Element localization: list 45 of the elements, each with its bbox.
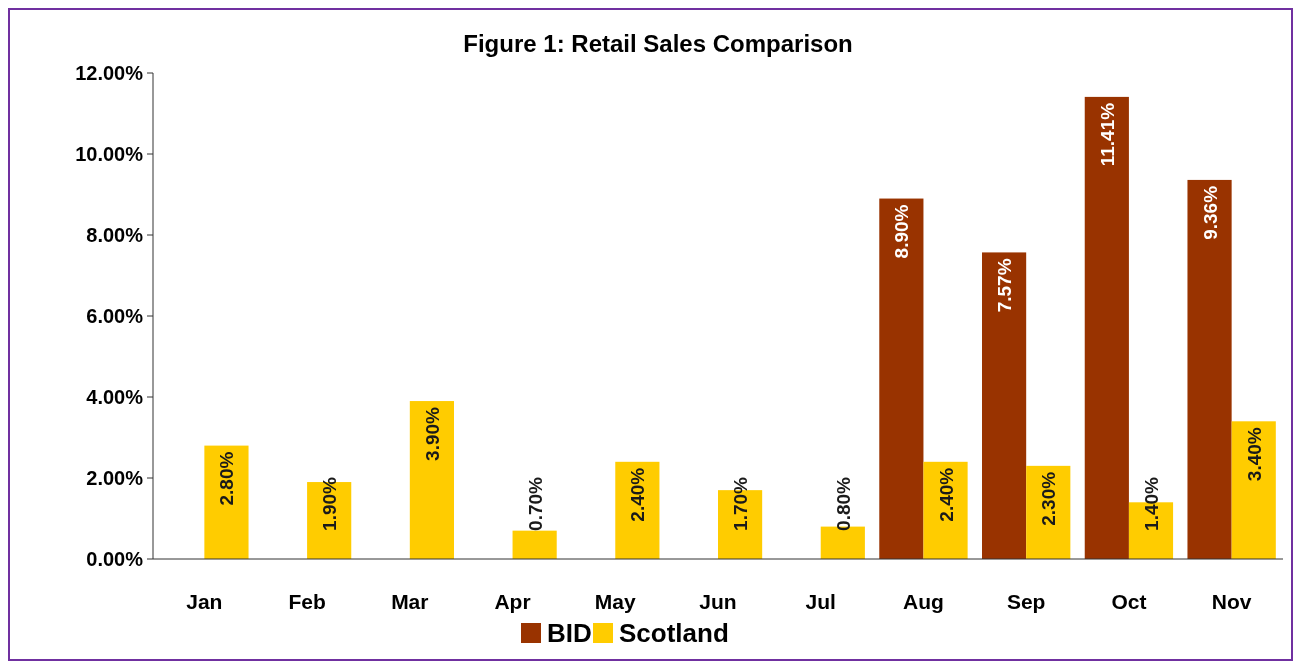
bar [1084, 96, 1129, 559]
data-label: 0.80% [832, 476, 854, 531]
y-tick-label: 8.00% [86, 224, 144, 246]
data-label: 3.40% [1243, 427, 1265, 482]
bar [879, 198, 924, 559]
bar [982, 252, 1027, 559]
bar [923, 461, 968, 559]
data-label: 2.40% [935, 467, 957, 522]
x-tick-label: Jun [699, 590, 737, 613]
x-tick-label: Aug [903, 590, 944, 613]
y-tick-label: 0.00% [86, 548, 144, 570]
y-tick-label: 6.00% [86, 305, 144, 327]
data-label: 2.80% [216, 451, 238, 506]
data-label: 1.90% [319, 476, 341, 531]
data-label: 2.40% [627, 467, 649, 522]
x-tick-label: Sep [1006, 590, 1046, 613]
data-label: 11.41% [1096, 102, 1118, 167]
x-tick-label: Mar [391, 590, 429, 613]
x-tick-label: Apr [494, 590, 531, 613]
bar [512, 530, 557, 559]
data-label: 1.40% [1141, 476, 1162, 531]
data-label: 0.70% [524, 476, 546, 531]
x-tick-label: Oct [1111, 590, 1147, 613]
x-tick-label: Nov [1211, 590, 1252, 613]
y-tick-label: 10.00% [75, 143, 144, 165]
bar [1187, 179, 1232, 559]
y-tick-label: 4.00% [86, 386, 144, 408]
legend-label: Scotland [619, 618, 729, 649]
x-tick-label: Jan [186, 590, 223, 613]
data-label: 9.36% [1199, 185, 1221, 240]
data-label: 2.30% [1038, 471, 1060, 526]
x-tick-label: May [594, 590, 637, 613]
y-tick-label: 12.00% [75, 62, 144, 84]
data-label: 3.90% [421, 406, 443, 461]
bar [1231, 421, 1276, 559]
chart-title: Figure 1: Retail Sales Comparison [463, 30, 853, 57]
bar [204, 445, 249, 559]
data-label: 7.57% [994, 258, 1016, 313]
legend-label: BID [547, 618, 592, 649]
data-label: 8.90% [891, 204, 913, 259]
data-label: 1.70% [730, 476, 752, 531]
x-tick-label: Jul [805, 590, 836, 613]
x-tick-label: Feb [288, 590, 326, 613]
y-tick-label: 2.00% [86, 467, 144, 489]
bar [409, 401, 454, 559]
